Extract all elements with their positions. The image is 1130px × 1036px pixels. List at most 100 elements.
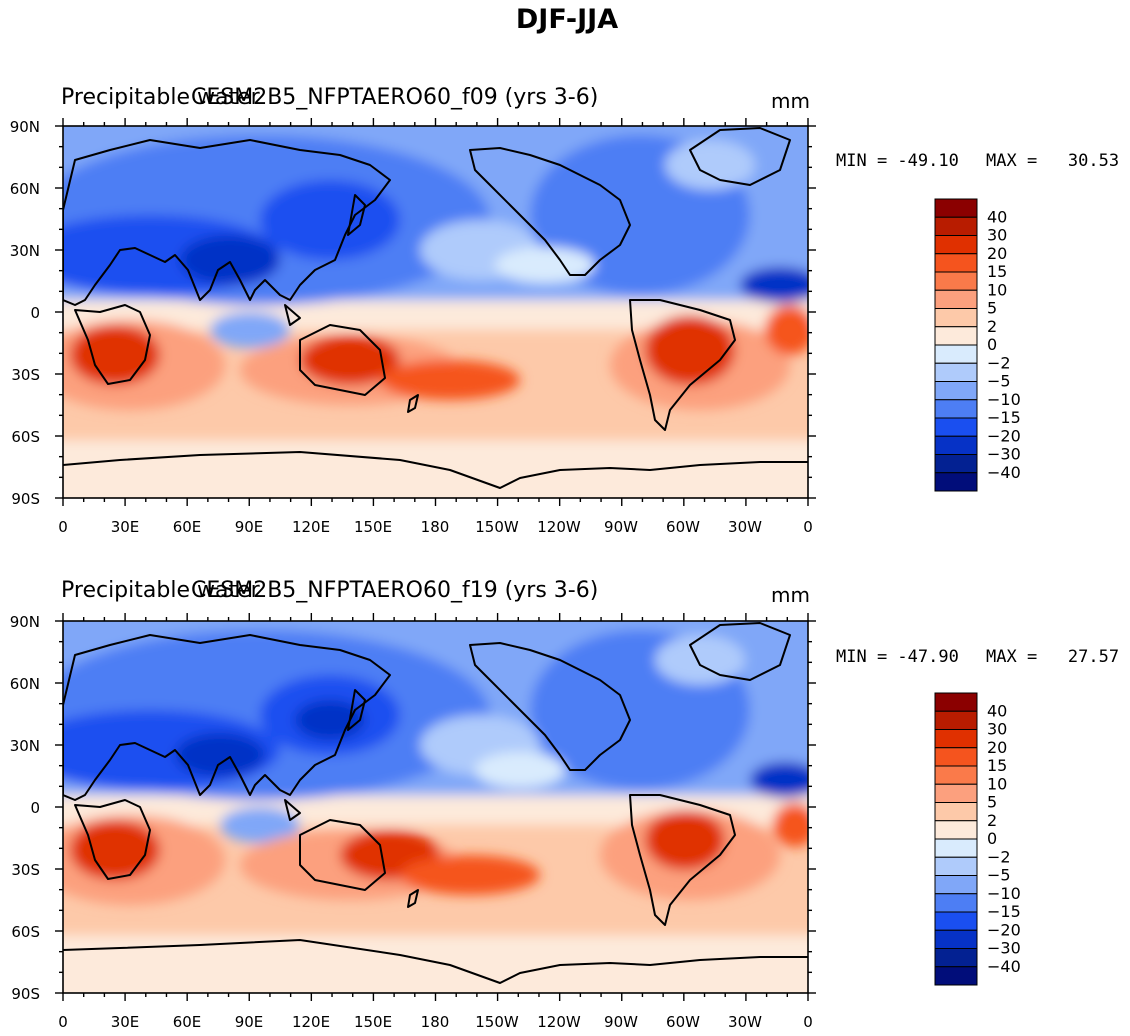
colorbar-label: 0 bbox=[987, 335, 997, 354]
x-tick-label: 30E bbox=[111, 518, 140, 536]
colorbar-label: 10 bbox=[987, 774, 1007, 793]
x-tick-label: 60E bbox=[173, 1013, 202, 1031]
colorbar-swatch bbox=[934, 929, 978, 949]
colorbar-label: 5 bbox=[987, 793, 997, 812]
y-tick-label: 90N bbox=[10, 118, 40, 136]
colorbar-swatch bbox=[934, 216, 978, 236]
colorbar-swatch bbox=[934, 253, 978, 273]
colorbar-label: 5 bbox=[987, 299, 997, 318]
panel-2: 90N 60N 30N 0 30S 60S 90S 0 30E 60E 90E … bbox=[10, 578, 1119, 1031]
colorbar-label: 2 bbox=[987, 811, 997, 830]
map-field-2 bbox=[63, 621, 808, 993]
colorbar-swatch bbox=[934, 911, 978, 931]
colorbar-swatch bbox=[934, 289, 978, 309]
y-tick-labels-1: 90N 60N 30N 0 30S 60S 90S bbox=[10, 118, 40, 508]
x-tick-label: 180 bbox=[421, 518, 450, 536]
colorbar-swatch bbox=[934, 966, 978, 986]
colorbar-label: 20 bbox=[987, 738, 1007, 757]
y-tick-labels-2: 90N 60N 30N 0 30S 60S 90S bbox=[10, 613, 40, 1003]
panel-1: 90N 60N 30N 0 30S 60S 90S 0 30E 60E 90E … bbox=[10, 85, 1119, 536]
colorbar-swatch bbox=[934, 271, 978, 291]
coastlines-2 bbox=[63, 622, 808, 984]
y-tick-label: 30N bbox=[10, 242, 40, 260]
min-label-1: MIN = -49.10 bbox=[836, 151, 959, 171]
colorbar-label: 40 bbox=[987, 207, 1007, 226]
colorbar-label: −10 bbox=[987, 884, 1021, 903]
colorbar-swatch bbox=[934, 729, 978, 749]
colorbar-label: 30 bbox=[987, 226, 1007, 245]
x-tick-label: 120E bbox=[292, 1013, 330, 1031]
colorbar-label: 15 bbox=[987, 756, 1007, 775]
y-tick-label: 90N bbox=[10, 613, 40, 631]
x-tick-label: 30W bbox=[728, 1013, 762, 1031]
colorbar-label: −5 bbox=[987, 372, 1011, 391]
x-tick-label: 60W bbox=[666, 518, 700, 536]
colorbar-swatch bbox=[934, 417, 978, 437]
colorbar-swatch bbox=[934, 692, 978, 712]
y-tick-label: 30N bbox=[10, 737, 40, 755]
colorbar-swatch bbox=[934, 435, 978, 455]
x-tick-label: 150W bbox=[475, 518, 519, 536]
y-tick-label: 60N bbox=[10, 180, 40, 198]
colorbar-swatch bbox=[934, 381, 978, 401]
x-tick-label: 60E bbox=[173, 518, 202, 536]
colorbar-label: −40 bbox=[987, 463, 1021, 482]
y-tick-label: 0 bbox=[30, 304, 40, 322]
x-tick-label: 150E bbox=[354, 518, 392, 536]
x-tick-label: 0 bbox=[803, 518, 813, 536]
plot-title-2: CESM2B5_NFPTAERO60_f19 (yrs 3-6) bbox=[191, 578, 598, 603]
coastlines-1 bbox=[63, 127, 808, 489]
colorbar-swatch bbox=[934, 308, 978, 328]
colorbar-label: −40 bbox=[987, 957, 1021, 976]
x-tick-label: 90E bbox=[235, 518, 264, 536]
x-tick-label: 90E bbox=[235, 1013, 264, 1031]
x-tick-label: 120W bbox=[537, 1013, 581, 1031]
colorbar-swatch bbox=[934, 893, 978, 913]
x-tick-labels-2: 0 30E 60E 90E 120E 150E 180 150W 120W 90… bbox=[58, 1013, 813, 1031]
colorbar-label: 20 bbox=[987, 244, 1007, 263]
colorbar-swatch bbox=[934, 802, 978, 822]
colorbar-swatch bbox=[934, 856, 978, 876]
max-label-2: MAX = 27.57 bbox=[986, 647, 1119, 667]
colorbar-swatch bbox=[934, 198, 978, 218]
colorbar-swatch bbox=[934, 472, 978, 492]
map-field-1 bbox=[63, 126, 808, 498]
x-tick-label: 120W bbox=[537, 518, 581, 536]
colorbar-label: −15 bbox=[987, 408, 1021, 427]
colorbar-label: −30 bbox=[987, 939, 1021, 958]
colorbar-swatch bbox=[934, 710, 978, 730]
y-tick-label: 60S bbox=[11, 428, 40, 446]
colorbar-swatch bbox=[934, 362, 978, 382]
colorbar-swatch bbox=[934, 399, 978, 419]
units-label-2: mm bbox=[771, 583, 810, 607]
x-tick-label: 150E bbox=[354, 1013, 392, 1031]
colorbar-label: −20 bbox=[987, 920, 1021, 939]
ticks-2 bbox=[55, 613, 816, 1001]
max-label-1: MAX = 30.53 bbox=[986, 151, 1119, 171]
x-tick-label: 150W bbox=[475, 1013, 519, 1031]
colorbar-label: −10 bbox=[987, 390, 1021, 409]
min-label-2: MIN = -47.90 bbox=[836, 647, 959, 667]
units-label-1: mm bbox=[771, 89, 810, 113]
colorbar-swatch bbox=[934, 454, 978, 474]
x-tick-labels-1: 0 30E 60E 90E 120E 150E 180 150W 120W 90… bbox=[58, 518, 813, 536]
colorbar-label: −2 bbox=[987, 847, 1011, 866]
colorbar-swatch bbox=[934, 948, 978, 968]
y-tick-label: 90S bbox=[11, 490, 40, 508]
variable-label-1: Precipitable water bbox=[61, 85, 261, 110]
ticks-1 bbox=[55, 118, 816, 506]
x-tick-label: 30W bbox=[728, 518, 762, 536]
colorbar-swatch bbox=[934, 820, 978, 840]
x-tick-label: 0 bbox=[58, 518, 68, 536]
colorbar-swatch bbox=[934, 344, 978, 364]
colorbar-label: −2 bbox=[987, 353, 1011, 372]
y-tick-label: 60N bbox=[10, 675, 40, 693]
colorbar-label: 15 bbox=[987, 262, 1007, 281]
colorbar-label: −15 bbox=[987, 902, 1021, 921]
colorbar-label: 10 bbox=[987, 280, 1007, 299]
x-tick-label: 120E bbox=[292, 518, 330, 536]
x-tick-label: 90W bbox=[604, 1013, 638, 1031]
colorbar-label: 2 bbox=[987, 317, 997, 336]
y-tick-label: 90S bbox=[11, 985, 40, 1003]
